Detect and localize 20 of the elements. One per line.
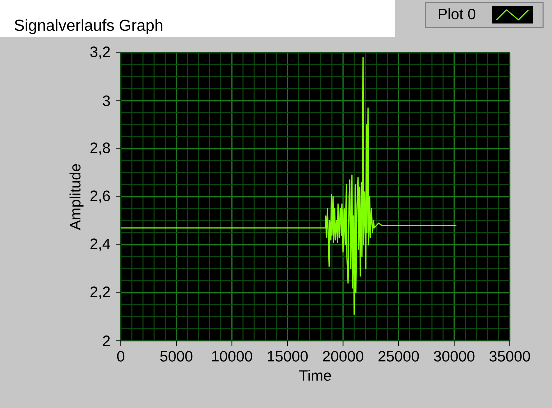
y-tick-label: 2,4: [90, 238, 110, 252]
y-tick-label: 2,6: [90, 190, 110, 204]
y-tick-label: 3: [103, 96, 110, 106]
line-series: [121, 57, 458, 316]
x-tick-label: 10000: [212, 351, 252, 362]
x-axis-title: Time: [299, 370, 332, 382]
y-tick-label: 2: [103, 336, 110, 346]
y-tick-label: 2,2: [90, 286, 110, 300]
x-tick-label: 0: [117, 351, 125, 362]
y-tick-label: 3,2: [90, 46, 110, 60]
y-tick-label: 2,8: [90, 142, 110, 156]
legend-label: Plot 0: [439, 8, 476, 20]
x-tick-label: 30000: [434, 351, 475, 362]
chart-title: Signalverlaufs Graph: [14, 19, 163, 34]
x-tick-label: 15000: [268, 351, 308, 362]
x-tick-label: 5000: [160, 351, 193, 362]
y-axis-title: Amplitude: [70, 164, 84, 230]
x-tick-label: 25000: [378, 351, 420, 362]
x-tick-label: 35000: [490, 351, 530, 362]
x-tick-label: 20000: [323, 351, 364, 362]
